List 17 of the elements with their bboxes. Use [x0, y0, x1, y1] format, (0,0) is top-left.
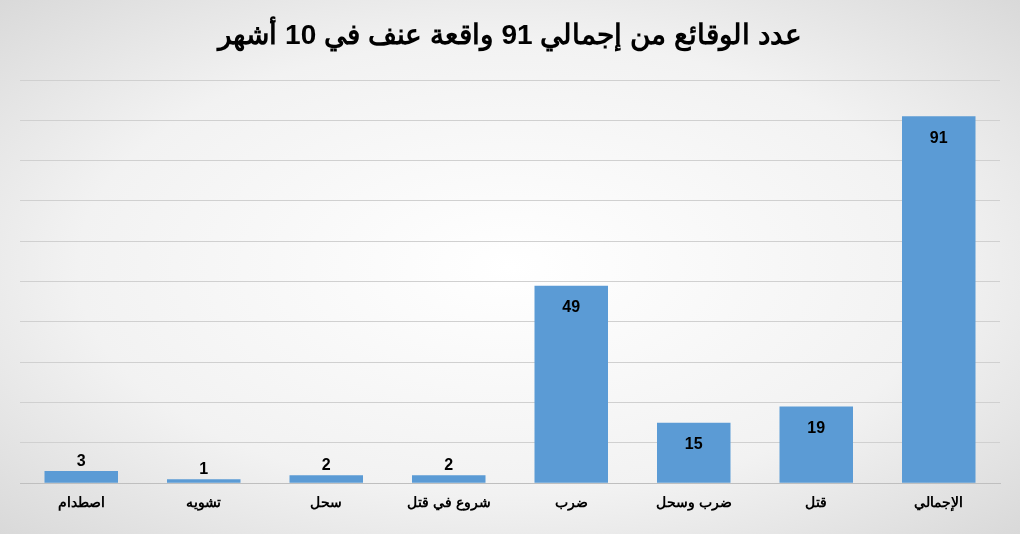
x-tick-label: اصطدام: [57, 494, 105, 512]
data-label: 2: [321, 455, 331, 473]
x-tick-label: سحل: [310, 494, 343, 511]
x-tick-label: قتل: [805, 494, 828, 511]
data-label: 2: [444, 455, 454, 473]
x-tick-label: ضرب: [554, 494, 588, 512]
x-tick-label: الإجمالي: [914, 494, 964, 513]
chart-title: عدد الوقائع من إجمالي 91 واقعة عنف في 10 أشهر: [215, 18, 803, 51]
x-tick-label: ضرب وسحل: [655, 494, 732, 512]
x-tick-label: شروع في قتل: [406, 494, 491, 512]
data-label: 3: [76, 451, 86, 469]
x-tick-label: تشويه: [186, 494, 222, 512]
data-label: 1: [199, 459, 209, 477]
data-label: 15: [684, 435, 703, 453]
data-label: 49: [562, 298, 581, 316]
data-label: 91: [929, 128, 948, 146]
data-label: 19: [807, 419, 826, 436]
